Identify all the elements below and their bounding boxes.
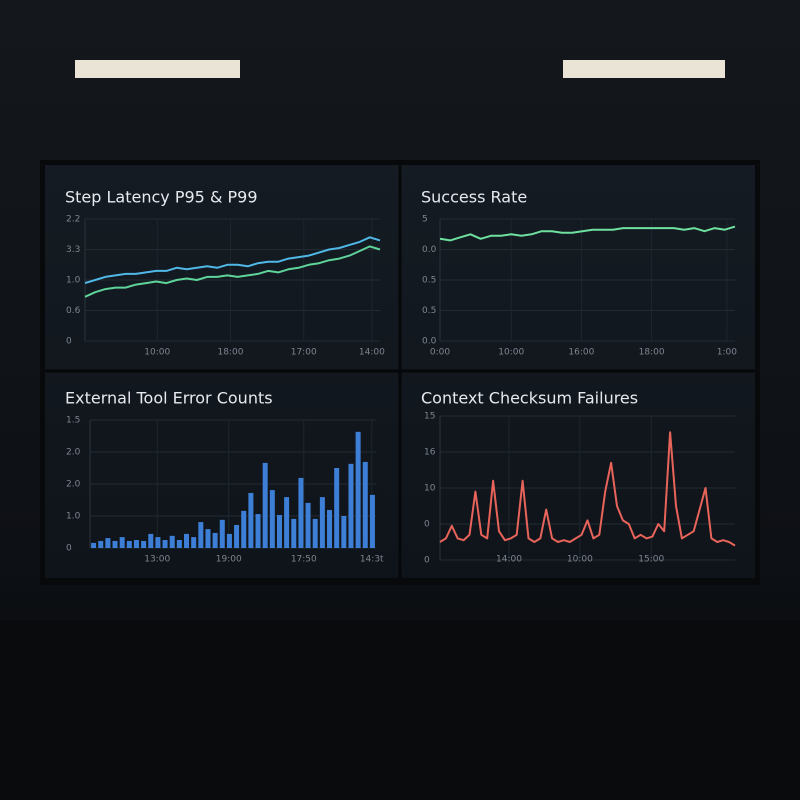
y-tick-label: 0.0 (422, 245, 437, 255)
ceiling-light (75, 60, 240, 78)
bar (255, 514, 261, 548)
series-line (439, 225, 736, 242)
x-tick-label: 17:50 (291, 555, 317, 565)
bar (184, 533, 190, 548)
ceiling-light (563, 60, 725, 78)
y-tick-label: 16 (424, 448, 436, 458)
bar (305, 502, 311, 548)
y-tick-label: 2.0 (66, 480, 81, 490)
x-tick-label: 10:00 (498, 348, 524, 358)
bar (176, 540, 182, 548)
series-line (84, 236, 381, 285)
panel-title: Success Rate (421, 188, 527, 207)
bar (162, 540, 168, 548)
y-tick-label: 3.3 (66, 245, 80, 255)
x-tick-label: 0:00 (430, 348, 450, 358)
y-tick-label: 10 (424, 484, 436, 494)
bar (298, 477, 304, 548)
x-tick-label: 14:3t (360, 555, 384, 565)
bar (262, 462, 268, 548)
bar (169, 535, 175, 548)
bar (269, 490, 275, 548)
bar (98, 540, 104, 548)
bar (327, 509, 333, 548)
y-tick-label: 1.0 (66, 276, 81, 286)
panel-title: Step Latency P95 & P99 (65, 188, 258, 207)
y-tick-label: 0 (66, 544, 72, 554)
bar (155, 537, 161, 548)
y-tick-label: 2.0 (66, 448, 81, 458)
bar (191, 537, 197, 548)
x-tick-label: 10:00 (567, 555, 593, 565)
x-tick-label: 18:00 (217, 348, 243, 358)
y-tick-label: 0 (424, 520, 430, 530)
floor (0, 620, 800, 800)
bar (362, 461, 368, 548)
y-tick-label: 0.0 (422, 337, 437, 347)
x-tick-label: 18:00 (639, 348, 665, 358)
bar (312, 518, 318, 548)
bar (369, 494, 375, 548)
series-line (84, 245, 381, 298)
x-tick-label: 10:00 (144, 348, 170, 358)
bar (319, 497, 325, 548)
bar (141, 540, 147, 548)
bar (212, 532, 218, 548)
bar (148, 533, 154, 548)
x-tick-label: 13:00 (144, 555, 170, 565)
bar (105, 538, 111, 548)
x-tick-label: 14:00 (359, 348, 385, 358)
bar (119, 537, 125, 548)
y-tick-label: 0.5 (422, 306, 436, 316)
bar (219, 519, 225, 548)
x-tick-label: 14:00 (496, 555, 522, 565)
bar (126, 540, 132, 548)
bar (248, 492, 254, 548)
bar (112, 540, 118, 548)
y-tick-label: 0 (66, 337, 72, 347)
bar (291, 518, 297, 548)
panel-title: Context Checksum Failures (421, 389, 638, 408)
x-tick-label: 19:00 (216, 555, 242, 565)
y-tick-label: 0.6 (66, 306, 81, 316)
bar (226, 533, 232, 548)
y-tick-label: 0 (424, 556, 430, 566)
bar (91, 542, 97, 548)
x-tick-label: 1:00 (717, 348, 737, 358)
x-tick-label: 16:00 (568, 348, 594, 358)
y-tick-label: 5 (422, 215, 428, 225)
bar (276, 515, 282, 548)
x-tick-label: 15:00 (638, 555, 664, 565)
bar (241, 510, 247, 548)
bar (234, 524, 240, 548)
panel-title: External Tool Error Counts (65, 389, 273, 408)
y-tick-label: 15 (424, 412, 435, 422)
bar (198, 522, 204, 548)
bar (205, 529, 211, 548)
y-tick-label: 1.0 (66, 512, 81, 522)
bar (334, 468, 340, 548)
x-tick-label: 17:00 (291, 348, 317, 358)
bar (284, 497, 290, 548)
y-tick-label: 2.2 (66, 215, 80, 225)
bar (341, 516, 347, 548)
bar (348, 463, 354, 548)
bar (133, 540, 139, 548)
y-tick-label: 0.5 (422, 276, 436, 286)
bar (355, 431, 361, 548)
y-tick-label: 1.5 (66, 416, 80, 426)
series-line (439, 431, 736, 547)
